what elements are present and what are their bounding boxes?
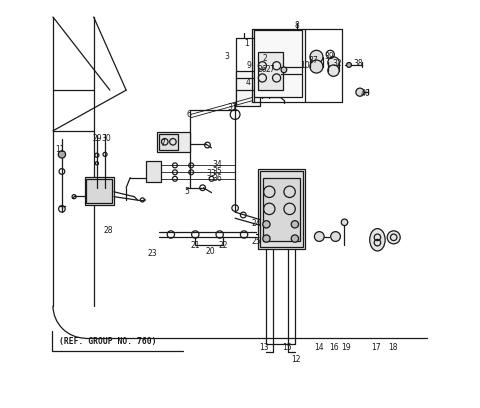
Text: 39: 39 — [324, 52, 335, 61]
Text: 10: 10 — [300, 61, 310, 70]
Circle shape — [341, 219, 348, 226]
Text: 5: 5 — [185, 187, 190, 196]
Text: 24: 24 — [252, 219, 261, 228]
Text: 4: 4 — [246, 78, 251, 86]
Text: 21: 21 — [191, 241, 200, 250]
Bar — [263, 178, 300, 242]
Text: 13: 13 — [260, 343, 269, 352]
Text: 26: 26 — [258, 64, 267, 73]
Bar — [145, 161, 161, 182]
Text: 27: 27 — [266, 64, 276, 73]
Text: 37: 37 — [308, 56, 318, 65]
Text: 30: 30 — [101, 135, 111, 144]
Circle shape — [281, 67, 287, 73]
Circle shape — [310, 50, 323, 63]
Circle shape — [356, 88, 364, 96]
Circle shape — [291, 221, 299, 228]
Text: 40: 40 — [360, 89, 370, 98]
Text: 3: 3 — [225, 52, 229, 61]
Text: 9: 9 — [247, 61, 252, 70]
Circle shape — [328, 65, 339, 76]
Text: 22: 22 — [218, 241, 228, 250]
Text: 14: 14 — [314, 343, 324, 352]
Circle shape — [328, 57, 339, 68]
Text: 8: 8 — [295, 21, 300, 31]
Text: 35: 35 — [213, 167, 223, 176]
Text: 1: 1 — [244, 39, 249, 48]
Text: 16: 16 — [329, 343, 338, 352]
Circle shape — [387, 231, 400, 244]
Circle shape — [263, 221, 270, 228]
Text: 32: 32 — [332, 59, 342, 68]
Text: 18: 18 — [388, 343, 397, 352]
Circle shape — [58, 151, 66, 158]
Bar — [260, 171, 303, 247]
Text: 34: 34 — [213, 160, 223, 169]
Text: 11: 11 — [56, 144, 65, 153]
Bar — [156, 132, 190, 152]
Bar — [86, 179, 112, 203]
Text: 12: 12 — [291, 355, 301, 364]
Text: 17: 17 — [372, 343, 381, 352]
Bar — [258, 169, 305, 249]
Bar — [236, 71, 260, 106]
Circle shape — [310, 60, 323, 73]
Text: 6: 6 — [187, 110, 192, 119]
Text: 20: 20 — [206, 248, 216, 257]
Text: 23: 23 — [148, 249, 157, 258]
Text: 33: 33 — [207, 169, 216, 178]
Circle shape — [347, 62, 351, 67]
Circle shape — [276, 47, 294, 64]
Text: 36: 36 — [213, 174, 223, 183]
Circle shape — [314, 232, 324, 242]
Bar — [282, 58, 287, 64]
Bar — [258, 51, 283, 90]
Text: 7: 7 — [160, 139, 165, 149]
Circle shape — [263, 235, 270, 242]
Circle shape — [331, 232, 340, 242]
Circle shape — [291, 235, 299, 242]
Bar — [254, 30, 302, 98]
Text: 28: 28 — [103, 226, 113, 235]
Text: 31: 31 — [227, 103, 237, 112]
Text: 29: 29 — [93, 135, 103, 144]
Bar — [159, 134, 178, 150]
Text: 19: 19 — [341, 343, 350, 352]
Text: 38: 38 — [353, 59, 363, 68]
Bar — [84, 177, 114, 205]
Text: 2: 2 — [262, 54, 267, 63]
Text: 25: 25 — [252, 237, 261, 246]
Text: 15: 15 — [282, 343, 291, 352]
Ellipse shape — [370, 228, 385, 251]
Text: (REF. GROUP NO. 760): (REF. GROUP NO. 760) — [59, 337, 156, 346]
